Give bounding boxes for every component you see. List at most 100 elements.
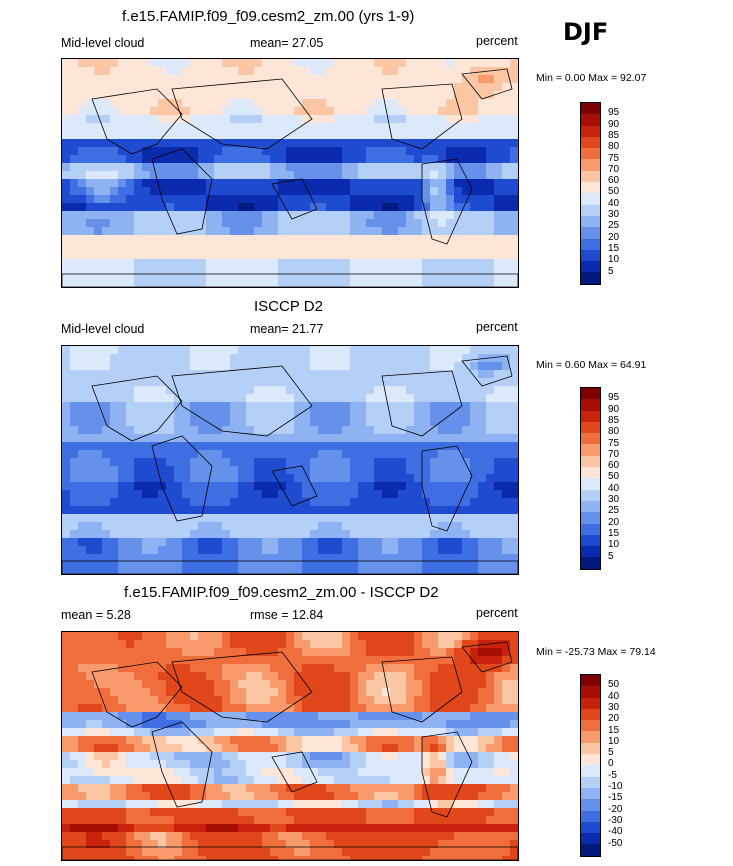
colorbar-tick-label: 85 — [608, 129, 620, 141]
colorbar-swatch — [581, 675, 600, 687]
colorbar-tick-label: 20 — [608, 516, 620, 528]
colorbar-tick-label: 25 — [608, 505, 620, 517]
colorbar-tick-label: 30 — [608, 494, 620, 505]
panel-title: ISCCP D2 — [254, 298, 323, 315]
panel-title: f.e15.FAMIP.f09_f09.cesm2_zm.00 - ISCCP … — [124, 584, 439, 601]
coastline — [91, 88, 183, 155]
colorbar-tick-label: 75 — [608, 152, 620, 164]
coastline — [271, 465, 318, 507]
coastline — [271, 178, 318, 220]
colorbar-tick-label: 80 — [608, 141, 620, 153]
colorbar-tick-label: 5 — [608, 747, 614, 759]
colorbar-tick-label: 10 — [608, 254, 620, 266]
map-field-plot — [62, 632, 518, 860]
colorbar-swatch — [581, 193, 600, 205]
colorbar-swatch — [581, 388, 600, 400]
panel-rmse-label: rmse = 12.84 — [250, 608, 324, 622]
colorbar-swatch — [581, 534, 600, 547]
colorbar-swatch — [581, 821, 600, 834]
colorbar-swatch — [581, 421, 600, 434]
colorbar-swatch — [581, 478, 600, 490]
colorbar-swatch — [581, 261, 600, 273]
colorbar-tick-label: -30 — [608, 814, 623, 826]
colorbar-swatch — [581, 170, 600, 183]
colorbar-swatch — [581, 249, 600, 262]
colorbar-swatch — [581, 136, 600, 149]
coastline — [62, 846, 518, 860]
colorbar-swatch — [581, 546, 600, 558]
colorbar-swatch — [581, 489, 600, 501]
colorbar-swatch — [581, 148, 600, 160]
colorbar-tick-label: -20 — [608, 803, 623, 815]
colorbar-swatch — [581, 844, 600, 856]
colorbar-tick-label: 15 — [608, 527, 620, 539]
colorbar-tick-label: 50 — [608, 186, 620, 198]
colorbar-swatch — [581, 204, 600, 216]
colorbar-tick-label: 95 — [608, 107, 620, 119]
colorbar-tick-label: 70 — [608, 163, 620, 175]
coastline — [381, 83, 463, 150]
colorbar-swatch — [581, 159, 600, 171]
colorbar-tick-label: 70 — [608, 448, 620, 460]
colorbar-swatch — [581, 799, 600, 811]
panel-units-label: percent — [476, 34, 518, 48]
colorbar-swatches — [580, 674, 601, 857]
season-label: DJF — [563, 18, 609, 46]
colorbar-swatch — [581, 697, 600, 709]
colorbar-swatch — [581, 227, 600, 239]
map-field-plot — [62, 59, 518, 287]
panel-variable-label: Mid-level cloud — [61, 322, 145, 336]
colorbar-tick-label: 60 — [608, 175, 620, 187]
map-diff-cloud — [61, 631, 519, 861]
coastline — [381, 370, 463, 437]
coastline — [461, 355, 513, 387]
colorbar-tick-label: 50 — [608, 679, 620, 691]
colorbar-tick-label: 30 — [608, 209, 620, 220]
colorbar-tick-label: 90 — [608, 118, 620, 130]
colorbar-swatch — [581, 114, 600, 126]
colorbar-tick-label: 85 — [608, 414, 620, 426]
colorbar-swatch — [581, 708, 600, 721]
figure-title: f.e15.FAMIP.f09_f09.cesm2_zm.00 (yrs 1-9… — [122, 8, 415, 25]
colorbar-swatch — [581, 182, 600, 194]
colorbar-tick-label: -50 — [608, 837, 623, 849]
colorbar-swatches — [580, 102, 601, 285]
colorbar-swatch — [581, 500, 600, 513]
colorbar-swatch — [581, 238, 600, 250]
colorbar-swatch — [581, 833, 600, 845]
colorbar-swatch — [581, 765, 600, 777]
colorbar-swatch — [581, 125, 600, 137]
colorbar-tick-label: -40 — [608, 826, 623, 838]
colorbar-swatch — [581, 557, 600, 569]
colorbar-tick-label: 80 — [608, 426, 620, 438]
coastline — [461, 641, 513, 673]
panel-mean-label: mean = 5.28 — [61, 608, 131, 622]
colorbar-swatch — [581, 455, 600, 468]
coastline — [421, 158, 473, 245]
coastline — [151, 148, 213, 235]
colorbar-tick-label: 90 — [608, 403, 620, 415]
colorbar-tick-label: 5 — [608, 265, 614, 277]
colorbar-swatch — [581, 810, 600, 822]
colorbar-tick-label: 10 — [608, 735, 620, 747]
panel-mean-label: mean= 27.05 — [250, 36, 324, 50]
colorbar-tick-label: -10 — [608, 781, 623, 792]
colorbar-tick-label: 20 — [608, 231, 620, 243]
colorbar-tick-label: 30 — [608, 701, 620, 713]
coastline — [91, 661, 183, 728]
colorbar-swatch — [581, 433, 600, 445]
colorbar-tick-label: 40 — [608, 197, 620, 209]
coastline — [62, 273, 518, 287]
panel-mean-label: mean= 21.77 — [250, 322, 324, 336]
colorbar-tick-label: 75 — [608, 437, 620, 449]
panel-units-label: percent — [476, 320, 518, 334]
colorbar-swatch — [581, 720, 600, 732]
colorbar-tick-label: 25 — [608, 220, 620, 232]
coastline — [171, 78, 313, 150]
colorbar-tick-label: 10 — [608, 539, 620, 551]
colorbar-swatch — [581, 215, 600, 228]
colorbar-swatches — [580, 387, 601, 570]
colorbar-swatch — [581, 103, 600, 115]
colorbar-swatch — [581, 410, 600, 422]
coastline — [171, 365, 313, 437]
